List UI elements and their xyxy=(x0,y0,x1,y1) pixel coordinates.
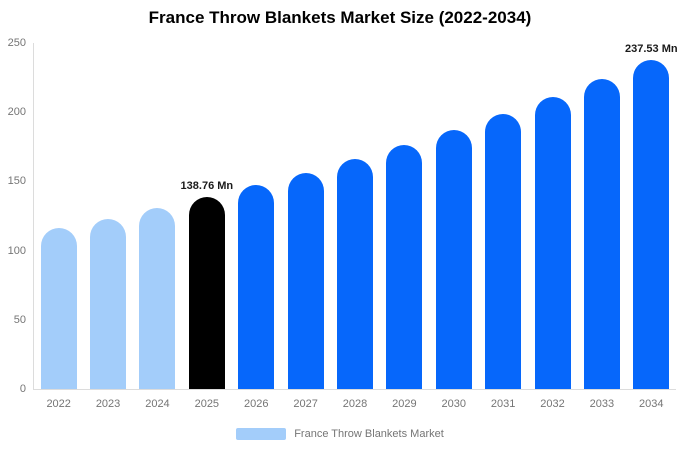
bar-2033[interactable] xyxy=(583,79,620,389)
x-axis-label-2034: 2034 xyxy=(639,398,664,410)
x-axis-label-2025: 2025 xyxy=(194,398,220,410)
y-tick-label: 0 xyxy=(19,383,26,395)
bar-2026[interactable] xyxy=(238,185,275,389)
x-axis-label-2022: 2022 xyxy=(46,398,71,410)
x-axis-label-2031: 2031 xyxy=(490,398,516,410)
x-axis-line xyxy=(33,389,676,390)
x-axis-label-2028: 2028 xyxy=(342,398,368,410)
bar-2029[interactable] xyxy=(386,145,423,389)
bar-2031[interactable] xyxy=(485,114,522,389)
bar-2027[interactable] xyxy=(287,172,324,389)
x-axis-label-2026: 2026 xyxy=(243,398,269,410)
y-tick-label: 100 xyxy=(7,244,26,257)
y-tick-label: 50 xyxy=(13,313,26,326)
legend: France Throw Blankets Market xyxy=(0,426,680,442)
x-axis-label-2030: 2030 xyxy=(441,398,466,410)
data-label-2025: 138.76 Mn xyxy=(180,179,234,192)
y-tick-label: 200 xyxy=(7,106,26,119)
bar-2022[interactable] xyxy=(40,228,77,389)
x-axis-label-2033: 2033 xyxy=(589,398,615,410)
bar-2025[interactable] xyxy=(188,196,225,389)
bar-2030[interactable] xyxy=(435,130,472,389)
bar-2034[interactable] xyxy=(633,60,670,389)
data-label-2034: 237.53 Mn xyxy=(625,43,678,56)
chart-title: France Throw Blankets Market Size (2022-… xyxy=(148,8,532,27)
legend-swatch[interactable] xyxy=(236,428,287,440)
bar-2028[interactable] xyxy=(337,159,373,389)
y-tick-label: 150 xyxy=(7,175,26,188)
legend-label[interactable]: France Throw Blankets Market xyxy=(294,428,444,440)
bar-2023[interactable] xyxy=(90,218,127,389)
x-axis-label-2027: 2027 xyxy=(293,398,318,410)
x-axis-label-2029: 2029 xyxy=(392,398,417,410)
x-axis-label-2032: 2032 xyxy=(540,398,565,410)
bar-2032[interactable] xyxy=(534,97,571,389)
y-axis-line xyxy=(33,43,34,389)
bar-2024[interactable] xyxy=(139,208,176,389)
x-axis-label-2023: 2023 xyxy=(95,398,121,410)
x-axis-label-2024: 2024 xyxy=(145,398,170,410)
y-tick-label: 250 xyxy=(7,37,26,49)
